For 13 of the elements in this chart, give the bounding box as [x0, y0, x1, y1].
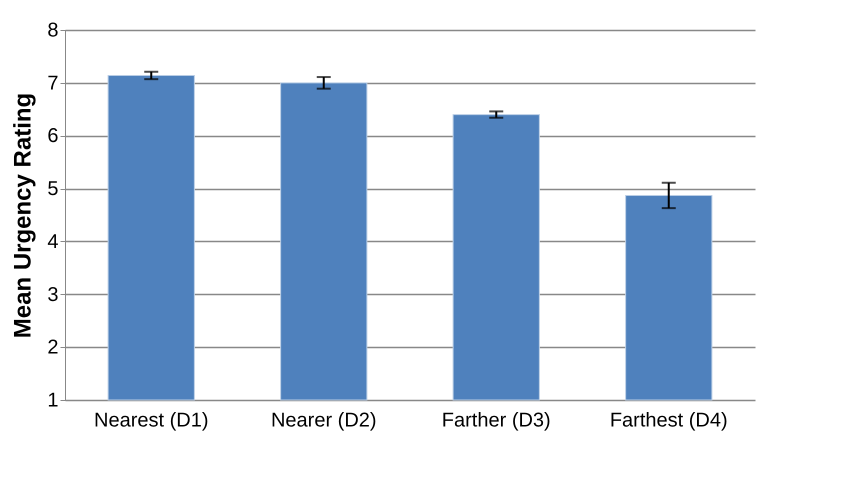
y-tick-label: 1 [47, 390, 58, 412]
y-tick-label: 3 [47, 284, 58, 306]
y-tick-label: 8 [47, 20, 58, 42]
y-tick-label: 2 [47, 336, 58, 359]
y-tick-label: 4 [47, 230, 58, 253]
y-tick-label: 5 [47, 178, 58, 200]
x-tick-label: Nearer (D2) [270, 410, 377, 432]
x-tick-label: Farthest (D4) [610, 410, 728, 432]
y-tick-label: 6 [47, 125, 58, 148]
x-tick-label: Farther (D3) [442, 410, 551, 432]
x-tick-label: Nearest (D1) [94, 410, 208, 432]
y-tick-label: 7 [47, 72, 58, 94]
y-axis-title: Mean Urgency Rating [9, 92, 36, 338]
